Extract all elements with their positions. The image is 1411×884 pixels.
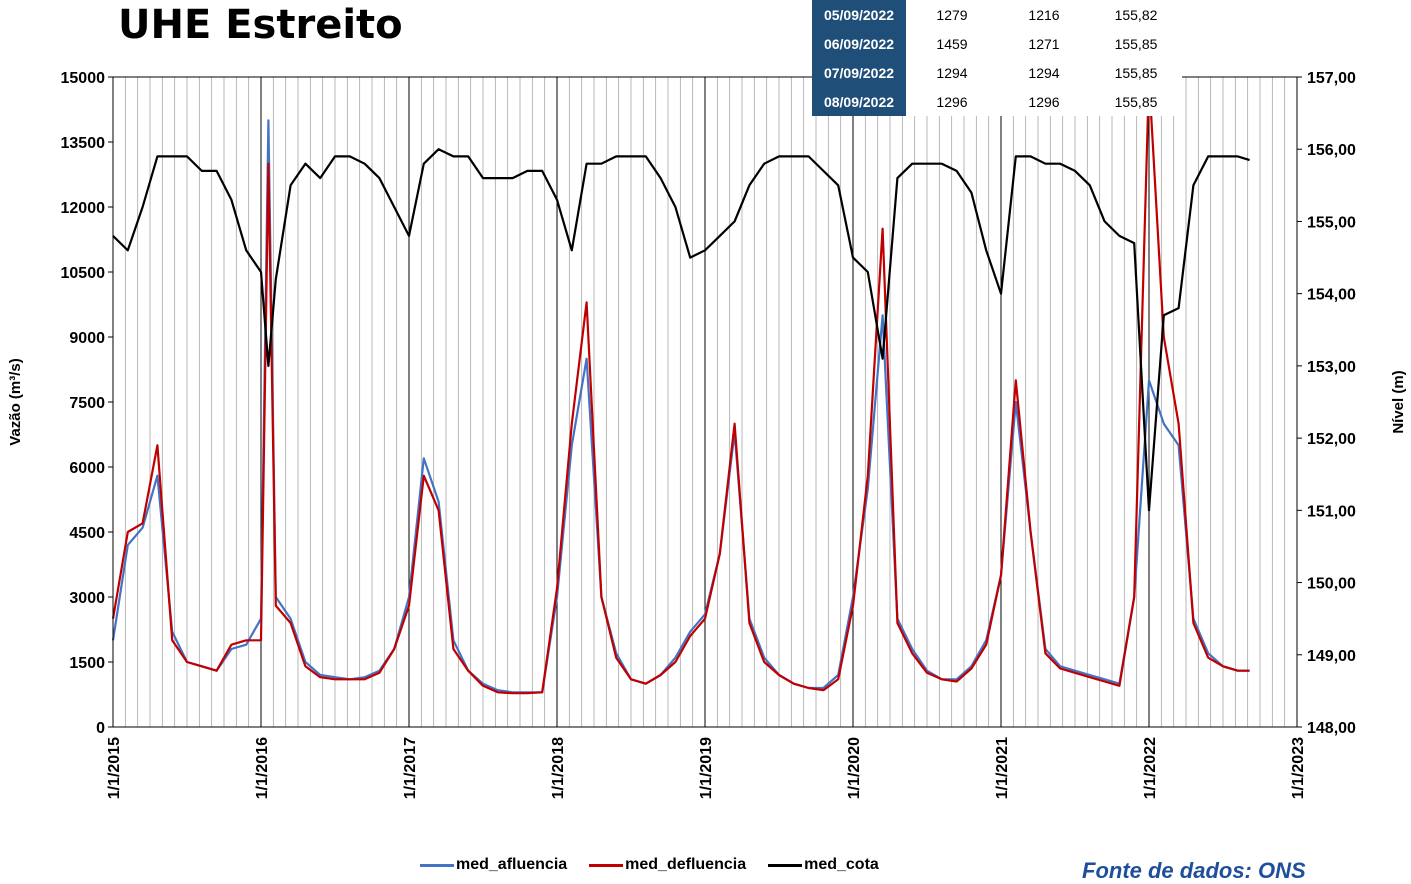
table-cell-date: 07/09/2022 xyxy=(812,58,906,87)
y2-tick-label: 154,00 xyxy=(1307,287,1356,304)
table-cell-date: 06/09/2022 xyxy=(812,29,906,58)
y-axis-label: Vazão (m³/s) xyxy=(7,358,24,446)
table-cell-cota: 155,85 xyxy=(1114,35,1158,52)
data-table: 05/09/2022 1279 1216 155,82 06/09/2022 1459 12… xyxy=(812,0,1182,116)
axes xyxy=(108,76,1302,728)
y-tick-label: 7500 xyxy=(69,395,105,412)
x-tick-label: 1/1/2020 xyxy=(846,737,863,799)
series-lines xyxy=(111,75,1250,695)
table-cell-cota: 155,85 xyxy=(1114,64,1158,81)
y-tick-label: 15000 xyxy=(61,70,106,87)
x-tick-label: 1/1/2016 xyxy=(254,737,271,799)
y-tick-label: 6000 xyxy=(69,460,105,477)
x-tick-label: 1/1/2015 xyxy=(106,737,123,799)
y2-tick-label: 156,00 xyxy=(1307,142,1356,159)
table-cell-defluencia: 1271 xyxy=(1028,35,1060,52)
table-row: 08/09/2022 1296 1296 155,85 xyxy=(812,87,1182,116)
y2-tick-labels: 148,00 149,00 150,00 151,00 152,00 153,00 154,… xyxy=(1307,70,1356,737)
gridlines xyxy=(112,77,1298,727)
y-tick-labels: 0 1500 3000 4500 6000 7500 9000 10500 12000 13500… xyxy=(61,70,106,737)
y-tick-label: 9000 xyxy=(69,330,105,347)
table-cell-date: 08/09/2022 xyxy=(812,87,906,116)
x-tick-label: 1/1/2023 xyxy=(1290,737,1307,799)
series-line-med_cota xyxy=(112,148,1250,512)
table-row: 05/09/2022 1279 1216 155,82 xyxy=(812,0,1182,29)
table-cell-defluencia: 1294 xyxy=(1028,64,1060,81)
y-tick-label: 12000 xyxy=(61,200,106,217)
legend: med_afluencia med_defluencia med_cota xyxy=(420,856,879,874)
legend-item-afluencia: med_afluencia xyxy=(420,856,567,874)
x-tick-label: 1/1/2018 xyxy=(550,737,567,799)
table-cell-afluencia: 1294 xyxy=(936,64,968,81)
y2-tick-label: 150,00 xyxy=(1307,576,1356,593)
y2-tick-label: 148,00 xyxy=(1307,720,1356,737)
table-cell-cota: 155,85 xyxy=(1114,93,1158,110)
y2-tick-label: 149,00 xyxy=(1307,648,1356,665)
series-line-med_afluencia xyxy=(111,119,1250,694)
x-tick-label: 1/1/2019 xyxy=(698,737,715,799)
table-cell-defluencia: 1296 xyxy=(1028,93,1060,110)
x-tick-label: 1/1/2017 xyxy=(402,737,419,799)
chart-title: UHE Estreito xyxy=(118,2,403,48)
table-cell-defluencia: 1216 xyxy=(1028,6,1060,23)
y-tick-label: 0 xyxy=(96,720,105,737)
table-row: 07/09/2022 1294 1294 155,85 xyxy=(812,58,1182,87)
table-cell-cota: 155,82 xyxy=(1114,6,1158,23)
y2-axis-label: Nível (m) xyxy=(1390,370,1407,433)
y2-tick-label: 151,00 xyxy=(1307,503,1356,520)
table-cell-afluencia: 1279 xyxy=(936,6,968,23)
table-cell-date: 05/09/2022 xyxy=(812,0,906,29)
x-tick-label: 1/1/2021 xyxy=(994,737,1011,799)
series-line-med_defluencia xyxy=(111,75,1250,695)
x-tick-labels: 1/1/2015 1/1/2016 1/1/2017 1/1/2018 1/1/2019… xyxy=(106,737,1307,799)
y2-tick-label: 155,00 xyxy=(1307,214,1356,231)
y2-tick-label: 152,00 xyxy=(1307,431,1356,448)
source-note: Fonte de dados: ONS xyxy=(1082,858,1306,883)
legend-item-cota: med_cota xyxy=(768,856,879,874)
table-cell-afluencia: 1296 xyxy=(936,93,968,110)
y-tick-label: 1500 xyxy=(69,655,105,672)
y-tick-label: 10500 xyxy=(61,265,106,282)
y2-tick-label: 157,00 xyxy=(1307,70,1356,87)
y-tick-label: 4500 xyxy=(69,525,105,542)
y-tick-label: 3000 xyxy=(69,590,105,607)
x-tick-label: 1/1/2022 xyxy=(1142,737,1159,799)
y2-tick-label: 153,00 xyxy=(1307,359,1356,376)
table-cell-afluencia: 1459 xyxy=(936,35,968,52)
y-tick-label: 13500 xyxy=(61,135,106,152)
table-row: 06/09/2022 1459 1271 155,85 xyxy=(812,29,1182,58)
legend-item-defluencia: med_defluencia xyxy=(589,856,746,874)
